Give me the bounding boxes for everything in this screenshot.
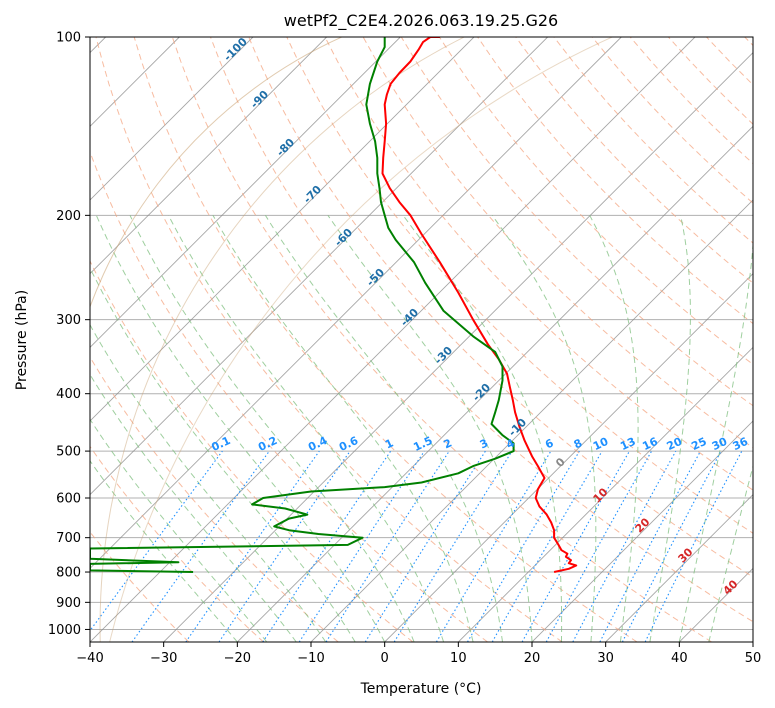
isotherm-line <box>531 420 753 642</box>
moist-adiabat-line <box>327 215 533 642</box>
mixing-ratio-line <box>218 450 351 642</box>
x-tick-label: 20 <box>524 651 541 666</box>
x-tick-label: −40 <box>76 651 103 666</box>
moist-adiabat-line <box>491 215 597 642</box>
axes: −40 −30 −20 −10 0 10 20 30 40 50 100 200 300 400 500 60… <box>48 31 761 667</box>
moist-adiabat-line <box>90 460 238 642</box>
reference-arc <box>90 37 344 642</box>
isotherm-line <box>163 52 753 642</box>
reference-arc <box>109 37 614 642</box>
mixing-ratio-line <box>644 450 743 642</box>
mixing-ratio-label: 16 <box>640 435 660 453</box>
mixing-ratio-label: 25 <box>689 435 708 453</box>
reference-arc <box>99 37 466 642</box>
isotherm-line <box>384 273 753 642</box>
mixing-ratio-line <box>572 450 677 642</box>
x-tick-label: 10 <box>450 651 467 666</box>
x-tick-label: −10 <box>297 651 324 666</box>
dry-adiabat-line <box>171 37 712 642</box>
isotherm-line <box>90 37 401 348</box>
moist-adiabat-line <box>95 215 386 642</box>
mixing-ratio-line <box>393 450 513 642</box>
background-lines <box>90 37 753 642</box>
y-axis-label: Pressure (hPa) <box>14 290 30 390</box>
y-tick-label: 300 <box>56 313 81 328</box>
isotherm-line <box>90 37 696 642</box>
x-axis-label: Temperature (°C) <box>360 681 482 697</box>
moist-adiabat-line <box>589 215 639 642</box>
mixing-ratio-label: 13 <box>618 435 637 453</box>
dry-adiabat-line <box>324 37 753 491</box>
chart-title: wetPf2_C2E4.2026.063.19.25.G26 <box>284 11 558 31</box>
moist-adiabat-line <box>212 215 474 642</box>
y-tick-label: 800 <box>56 566 81 581</box>
dry-adiabat-line <box>210 37 753 623</box>
dry-adiabat-line <box>133 37 638 642</box>
moist-adiabat-line <box>129 215 415 642</box>
x-tick-label: −20 <box>224 651 251 666</box>
dry-adiabat-line <box>248 37 753 578</box>
mixing-ratio-line <box>131 450 270 642</box>
plot-frame <box>89 36 754 643</box>
temperature-line <box>381 37 578 573</box>
mixing-ratio-label: 36 <box>731 435 751 453</box>
mixing-ratio-line <box>298 450 425 642</box>
dry-adiabat-line <box>286 37 753 534</box>
y-tick-label: 900 <box>56 596 81 611</box>
moist-adiabat-line <box>90 323 327 642</box>
moist-adiabat-line <box>402 215 563 642</box>
mixing-ratio-label: 20 <box>665 435 685 453</box>
dry-adiabat-line <box>90 445 264 642</box>
mixing-ratio-line <box>545 450 653 642</box>
y-tick-label: 600 <box>56 492 81 507</box>
isotherm-line <box>605 494 753 642</box>
moist-adiabat-line <box>649 215 691 642</box>
isotherm-line <box>90 37 548 496</box>
moist-adiabat-line <box>90 266 356 642</box>
isotherm-line <box>90 37 327 275</box>
moist-adiabat-line <box>90 373 297 642</box>
y-tick-label: 200 <box>56 209 81 224</box>
y-tick-label: 700 <box>56 531 81 546</box>
mixing-ratio-line <box>262 450 392 642</box>
isotherm-line <box>237 125 753 642</box>
y-tick-label: 400 <box>56 387 81 402</box>
mixing-ratio-line <box>325 450 450 642</box>
x-tick-label: 30 <box>597 651 614 666</box>
y-tick-label: 1000 <box>48 623 81 638</box>
mixing-ratio-label: 10 <box>591 435 611 453</box>
x-tick-label: −30 <box>150 651 177 666</box>
isotherm-line <box>90 37 254 201</box>
isotherm-line <box>752 641 753 642</box>
y-tick-label: 500 <box>56 445 81 460</box>
profile-lines <box>90 37 578 573</box>
dewpoint-line <box>90 37 515 573</box>
isotherm-line <box>90 37 622 569</box>
dry-adiabat-line <box>90 356 339 642</box>
mixing-ratio-line <box>521 450 630 642</box>
moist-adiabat-line <box>264 215 503 642</box>
moist-adiabat-line <box>90 418 268 642</box>
moist-adiabat-line <box>678 239 753 642</box>
plot-background <box>90 37 753 642</box>
x-tick-label: 40 <box>671 651 688 666</box>
y-tick-label: 100 <box>56 31 81 46</box>
mixing-ratio-line <box>185 450 320 642</box>
dry-adiabat-line <box>515 37 753 284</box>
mixing-ratio-label: 30 <box>710 435 730 453</box>
x-tick-label: 0 <box>381 651 389 666</box>
isotherm-line <box>458 346 753 642</box>
x-tick-label: 50 <box>745 651 762 666</box>
dry-adiabat-line <box>95 37 563 642</box>
